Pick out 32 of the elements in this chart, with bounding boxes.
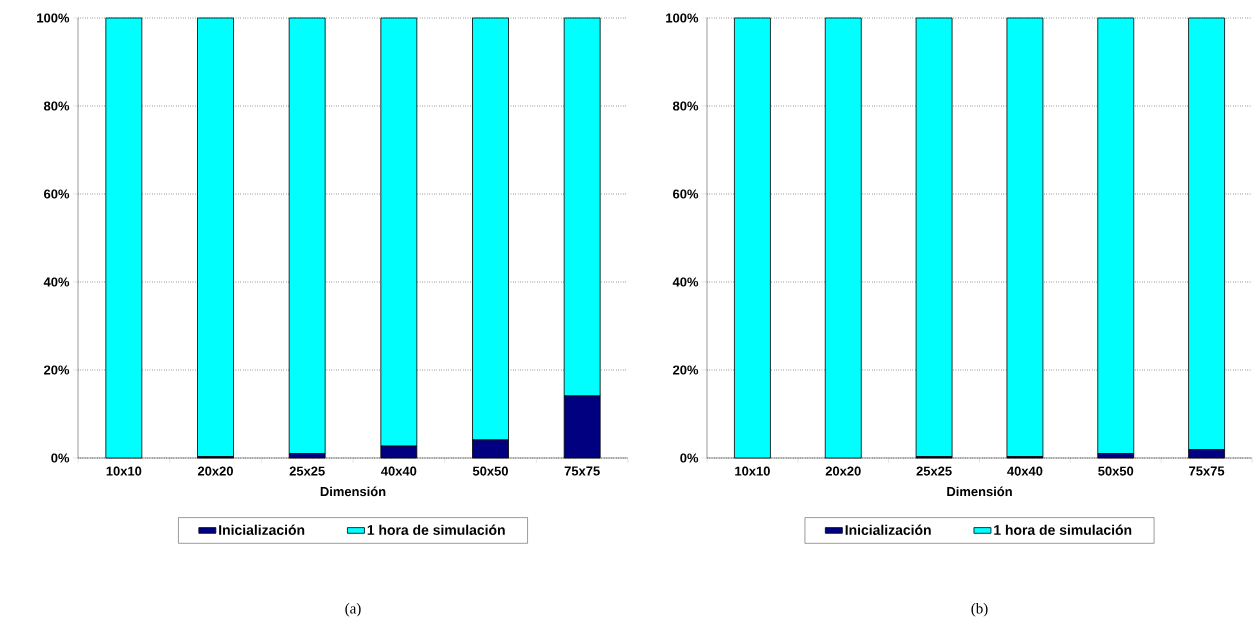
x-tick-label: 10x10 — [735, 466, 770, 476]
y-tick-label: 40% — [43, 277, 70, 287]
x-axis-title: Dimensión — [320, 486, 386, 497]
legend-label: Inicialización — [219, 524, 305, 535]
y-tick-label: 60% — [673, 189, 699, 199]
y-tick-label: 100% — [666, 13, 699, 23]
x-axis-title: Dimensión — [947, 486, 1012, 497]
x-tick-label: 20x20 — [197, 466, 233, 476]
x-tick-label: 25x25 — [916, 466, 952, 476]
legend-label: 1 hora de simulación — [367, 524, 505, 535]
y-tick-label: 20% — [44, 365, 70, 375]
x-tick-label: 20x20 — [825, 466, 861, 476]
x-tick-label: 50x50 — [1098, 466, 1134, 476]
x-tick-label: 40x40 — [1007, 466, 1043, 476]
y-tick-label: 80% — [43, 101, 70, 111]
text: (b) — [971, 603, 988, 617]
legend-label: 1 hora de simulación — [994, 524, 1132, 535]
x-tick-label: 75x75 — [1189, 466, 1225, 476]
x-tick-label: 40x40 — [381, 466, 417, 476]
x-tick-label: 75x75 — [564, 466, 600, 476]
y-tick-label: 100% — [37, 13, 70, 23]
y-tick-label: 60% — [44, 189, 70, 199]
y-tick-label: 0% — [51, 453, 70, 463]
y-tick-label: 40% — [672, 277, 699, 287]
y-tick-label: 20% — [673, 365, 699, 375]
x-tick-label: 10x10 — [106, 466, 142, 476]
y-tick-label: 80% — [672, 101, 699, 111]
x-tick-label: 25x25 — [289, 466, 325, 476]
legend-label: Inicialización — [845, 524, 931, 535]
x-tick-label: 50x50 — [472, 466, 508, 476]
text: (a) — [345, 603, 361, 617]
y-tick-label: 0% — [680, 453, 699, 463]
